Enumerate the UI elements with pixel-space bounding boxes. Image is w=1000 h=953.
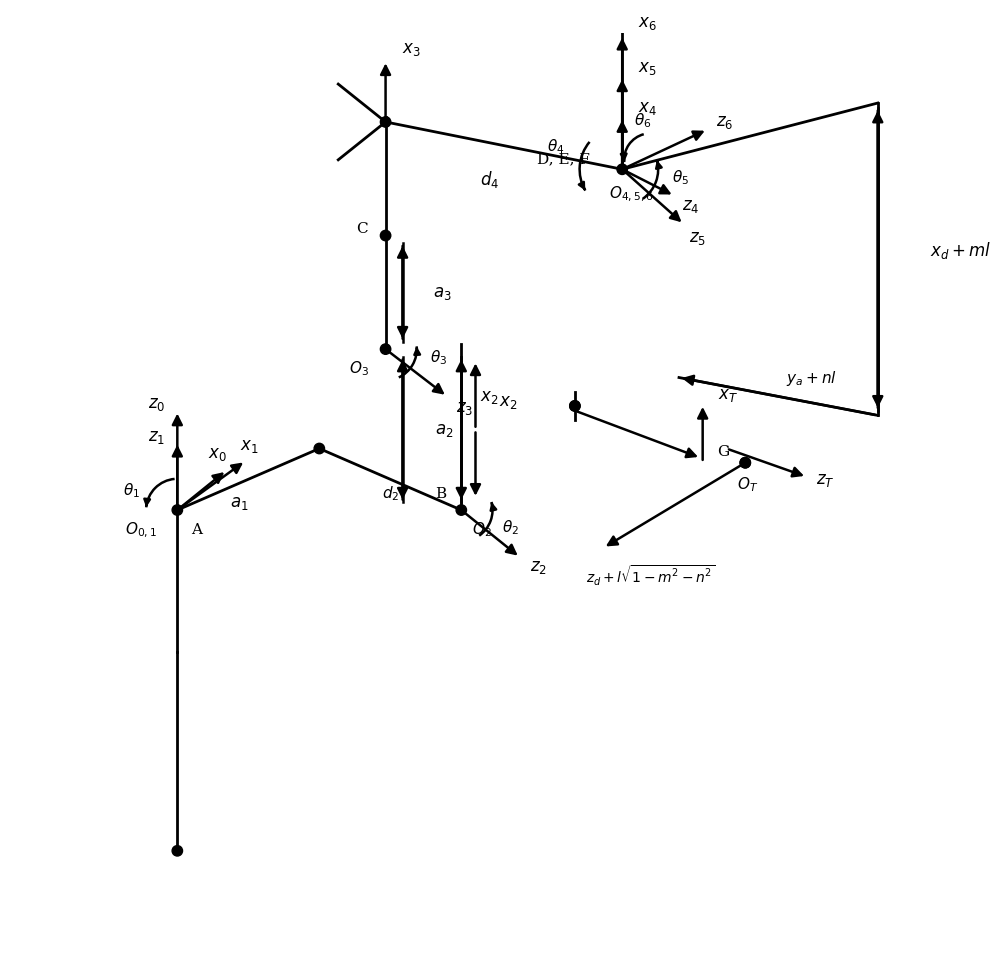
Text: $x_0$: $x_0$: [208, 445, 227, 462]
Text: G: G: [717, 445, 730, 459]
Circle shape: [172, 505, 183, 516]
Text: B: B: [435, 486, 446, 500]
Text: $z_1$: $z_1$: [148, 428, 165, 445]
Circle shape: [380, 117, 391, 128]
Text: $y_a + nl$: $y_a + nl$: [786, 369, 837, 388]
Text: $z_4$: $z_4$: [682, 197, 699, 214]
Text: $x_d + ml$: $x_d + ml$: [930, 240, 991, 261]
Text: $z_3$: $z_3$: [456, 400, 474, 416]
Text: $\theta_5$: $\theta_5$: [672, 169, 689, 187]
Text: $\theta_3$: $\theta_3$: [430, 348, 447, 367]
Text: $\theta_2$: $\theta_2$: [502, 518, 519, 537]
Text: D, E, F: D, E, F: [537, 152, 590, 166]
Circle shape: [740, 458, 750, 469]
Circle shape: [570, 401, 580, 412]
Text: $x_T$: $x_T$: [718, 387, 738, 404]
Text: $z_T$: $z_T$: [816, 472, 835, 489]
Text: $a_3$: $a_3$: [433, 285, 452, 301]
Circle shape: [617, 165, 627, 175]
Circle shape: [172, 845, 183, 856]
Text: $O_{0,1}$: $O_{0,1}$: [125, 519, 157, 539]
Text: C: C: [356, 222, 368, 235]
Text: $O_{4,5,6}$: $O_{4,5,6}$: [609, 184, 654, 203]
Text: $z_0$: $z_0$: [148, 395, 165, 412]
Text: $x_2$: $x_2$: [480, 389, 499, 406]
Text: $O_T$: $O_T$: [737, 475, 758, 494]
Text: $x_4$: $x_4$: [638, 100, 657, 117]
Text: $x_2$: $x_2$: [499, 394, 518, 410]
Circle shape: [740, 458, 750, 469]
Circle shape: [570, 401, 580, 412]
Text: $z_d + l\sqrt{1-m^2-n^2}$: $z_d + l\sqrt{1-m^2-n^2}$: [586, 562, 715, 587]
Text: $d_4$: $d_4$: [480, 169, 499, 190]
Text: $O_2$: $O_2$: [472, 520, 492, 538]
Circle shape: [380, 231, 391, 241]
Text: $a_2$: $a_2$: [435, 421, 453, 438]
Text: $x_3$: $x_3$: [402, 41, 421, 57]
Text: $\theta_1$: $\theta_1$: [123, 480, 140, 499]
Text: $O_3$: $O_3$: [349, 359, 369, 378]
Text: $z_6$: $z_6$: [716, 114, 733, 132]
Text: $z_2$: $z_2$: [530, 558, 547, 576]
Text: A: A: [191, 522, 202, 537]
Text: $x_5$: $x_5$: [638, 59, 657, 76]
Text: $\theta_6$: $\theta_6$: [634, 112, 652, 131]
Text: $a_1$: $a_1$: [230, 495, 248, 512]
Circle shape: [314, 444, 325, 455]
Text: $\theta_4$: $\theta_4$: [547, 137, 565, 155]
Circle shape: [380, 345, 391, 355]
Text: $d_2$: $d_2$: [382, 484, 399, 503]
Text: $x_6$: $x_6$: [638, 15, 657, 32]
Text: $x_1$: $x_1$: [240, 437, 259, 455]
Text: $z_5$: $z_5$: [689, 230, 707, 247]
Circle shape: [456, 505, 467, 516]
